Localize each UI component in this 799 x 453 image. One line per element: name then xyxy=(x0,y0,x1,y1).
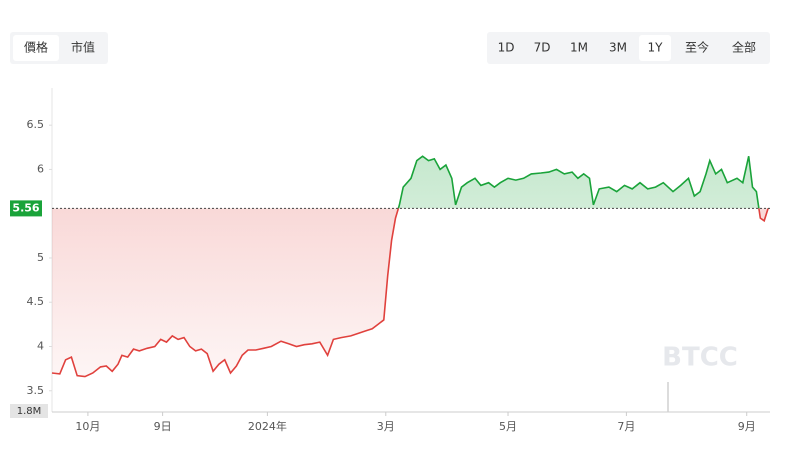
tab-active-bg xyxy=(13,35,59,61)
x-tick-label: 5月 xyxy=(499,420,517,433)
current-price-badge xyxy=(10,200,42,217)
range-button[interactable]: 全部 xyxy=(732,40,756,55)
price-line-up xyxy=(397,155,769,209)
y-tick-label: 4 xyxy=(37,339,44,352)
volume-label: 1.8M xyxy=(17,406,42,417)
range-button[interactable]: 1M xyxy=(570,41,588,55)
x-tick-label: 2024年 xyxy=(248,419,287,433)
price-line-down xyxy=(51,208,769,378)
y-tick-label: 3.5 xyxy=(27,384,45,397)
range-button[interactable]: 3M xyxy=(609,41,627,55)
area-down xyxy=(52,208,769,377)
area-up xyxy=(52,156,769,209)
current-price-label: 5.56 xyxy=(12,201,39,214)
tab[interactable]: 價格 xyxy=(24,40,48,55)
y-tick-label: 6.5 xyxy=(27,118,45,131)
range-button[interactable]: 至今 xyxy=(685,40,709,55)
watermark: BTCC xyxy=(662,343,738,373)
range-button[interactable]: 7D xyxy=(534,41,551,55)
x-tick-label: 7月 xyxy=(617,420,635,433)
range-group xyxy=(487,32,770,64)
range-button[interactable]: 1D xyxy=(498,41,515,55)
y-tick-label: 4.5 xyxy=(27,295,45,308)
x-tick-label: 9月 xyxy=(738,420,756,433)
volume-label-bg xyxy=(10,404,48,418)
range-active-bg xyxy=(639,35,671,61)
range-button[interactable]: 1Y xyxy=(648,41,664,55)
y-tick-label: 6 xyxy=(37,162,44,175)
x-tick-label: 9日 xyxy=(154,420,172,433)
x-tick-label: 3月 xyxy=(377,420,395,433)
tab[interactable]: 市值 xyxy=(71,40,95,55)
y-tick-label: 5 xyxy=(37,251,44,264)
x-tick-label: 10月 xyxy=(75,420,100,433)
